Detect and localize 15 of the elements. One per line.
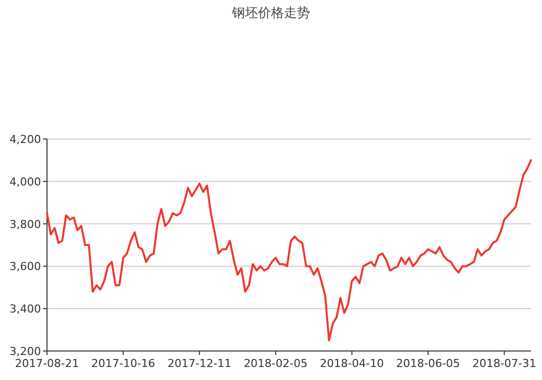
x-tick-label: 2017-10-16 (91, 357, 156, 370)
y-tick-label: 4,000 (10, 175, 41, 188)
x-tick-label: 2018-07-31 (472, 357, 536, 370)
x-tick-label: 2018-06-05 (396, 357, 460, 370)
line-series (46, 159, 532, 342)
x-tick-label: 2018-04-10 (320, 357, 384, 370)
y-tick-label: 3,600 (10, 260, 41, 274)
x-tick-label: 2017-08-21 (15, 357, 79, 370)
y-tick-label: 3,200 (10, 345, 41, 358)
y-tick-label: 3,800 (10, 218, 41, 231)
y-tick-label: 4,200 (10, 133, 41, 146)
y-tick-label: 3,400 (10, 302, 41, 316)
chart-title: 钢坯价格走势 (231, 6, 310, 21)
x-tick-label: 2018-02-05 (244, 357, 308, 370)
x-tick-label: 2017-12-11 (167, 357, 232, 370)
